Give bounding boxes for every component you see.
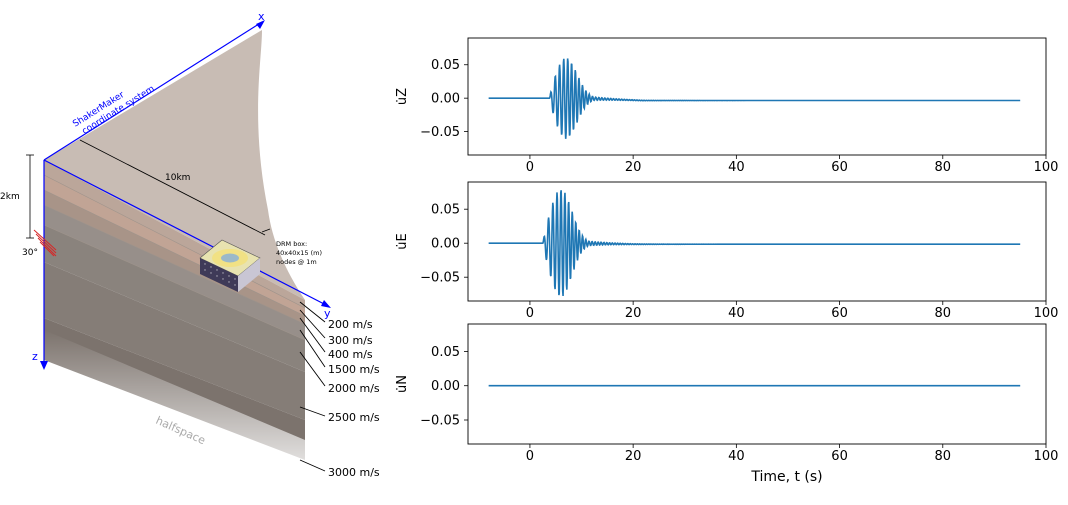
x-tick-label: 80 xyxy=(935,306,952,321)
y-tick-label: 0.05 xyxy=(431,203,460,218)
x-axis-line xyxy=(43,21,263,161)
series-line-2 xyxy=(488,190,1021,297)
layer-band-5 xyxy=(44,225,305,372)
velocity-charts: 0 20 40 60 80 100 0.05 0.00 −0.05 u̇Z 0 20 40 60 80 100… xyxy=(395,37,1059,485)
y-axis-label: y xyxy=(324,307,331,320)
dip-label: 30° xyxy=(22,248,38,258)
x-tick-label: 40 xyxy=(728,449,745,464)
y-axis-arrowhead xyxy=(321,300,331,308)
x-tick-label: 100 xyxy=(1034,160,1059,175)
x-tick-label: 20 xyxy=(625,306,642,321)
plot-frame xyxy=(467,323,1047,445)
x-tick-label: 0 xyxy=(526,449,534,464)
x-tick-label: 40 xyxy=(728,306,745,321)
layer-label-2: 300 m/s xyxy=(328,334,373,347)
x-tick-label: 20 xyxy=(625,160,642,175)
layer-leaders xyxy=(299,301,326,472)
drm-box xyxy=(199,239,261,292)
x-tick-label: 100 xyxy=(1034,306,1059,321)
layer-band-6 xyxy=(44,262,305,420)
distance-line xyxy=(79,139,266,236)
y-tick-label: −0.05 xyxy=(420,271,460,286)
chart-panel-1: 0 20 40 60 80 100 0.05 0.00 −0.05 u̇Z xyxy=(395,37,1059,175)
layer-label-4: 1500 m/s xyxy=(328,363,380,376)
y-tick-label: 0.00 xyxy=(431,237,460,252)
drm-label-line1: DRM box: xyxy=(276,240,307,248)
y-tick-label: 0.05 xyxy=(431,58,460,73)
x-tick-label: 0 xyxy=(526,306,534,321)
layer-label-5: 2000 m/s xyxy=(328,382,380,395)
y-tick-label: 0.05 xyxy=(431,345,460,360)
plot-frame xyxy=(467,181,1047,302)
x-tick-label: 60 xyxy=(831,449,848,464)
x-tick-label: 100 xyxy=(1034,449,1059,464)
distance-label: 10km xyxy=(165,173,190,183)
soil-model-diagram: x y z ShakerMaker coordinate system 10km… xyxy=(0,10,380,500)
x-tick-label: 0 xyxy=(526,160,534,175)
x-axis-label: x xyxy=(258,10,265,23)
y-axis-label: u̇Z xyxy=(395,88,410,105)
z-axis-label: z xyxy=(32,350,38,363)
depth-label: 2km xyxy=(0,192,20,202)
y-tick-label: −0.05 xyxy=(420,125,460,140)
fault-icon xyxy=(33,229,57,257)
plot-frame xyxy=(467,37,1047,156)
x-tick-label: 60 xyxy=(831,306,848,321)
x-axis-label: Time, t (s) xyxy=(750,469,822,485)
series-line-1 xyxy=(488,58,1021,139)
x-tick-label: 60 xyxy=(831,160,848,175)
x-tick-label: 80 xyxy=(935,160,952,175)
y-tick-label: −0.05 xyxy=(420,414,460,429)
chart-panel-3: 0 20 40 60 80 100 0.05 0.00 −0.05 u̇N Time, t (s) xyxy=(395,323,1059,485)
layer-label-7: 3000 m/s xyxy=(328,466,380,479)
x-axis-arrowhead xyxy=(256,20,265,29)
layer-label-1: 200 m/s xyxy=(328,318,373,331)
x-tick-label: 20 xyxy=(625,449,642,464)
x-tick-label: 80 xyxy=(935,449,952,464)
layer-band-4 xyxy=(44,205,305,340)
ground-surface xyxy=(44,30,305,300)
y-tick-label: 0.00 xyxy=(431,92,460,107)
y-axis-line xyxy=(43,159,329,307)
halfspace-fade xyxy=(44,330,305,500)
y-tick-label: 0.00 xyxy=(431,379,460,394)
y-axis-label: u̇E xyxy=(395,233,410,249)
layer-label-6: 2500 m/s xyxy=(328,411,380,424)
y-axis-label: u̇N xyxy=(395,375,410,393)
x-tick-label: 40 xyxy=(728,160,745,175)
drm-label-line2: 40x40x15 (m) xyxy=(276,249,322,257)
chart-panel-2: 0 20 40 60 80 100 0.05 0.00 −0.05 u̇E xyxy=(395,181,1059,321)
drm-label-line3: nodes @ 1m xyxy=(276,258,317,266)
z-axis-arrowhead xyxy=(40,361,48,370)
layer-label-3: 400 m/s xyxy=(328,348,373,361)
